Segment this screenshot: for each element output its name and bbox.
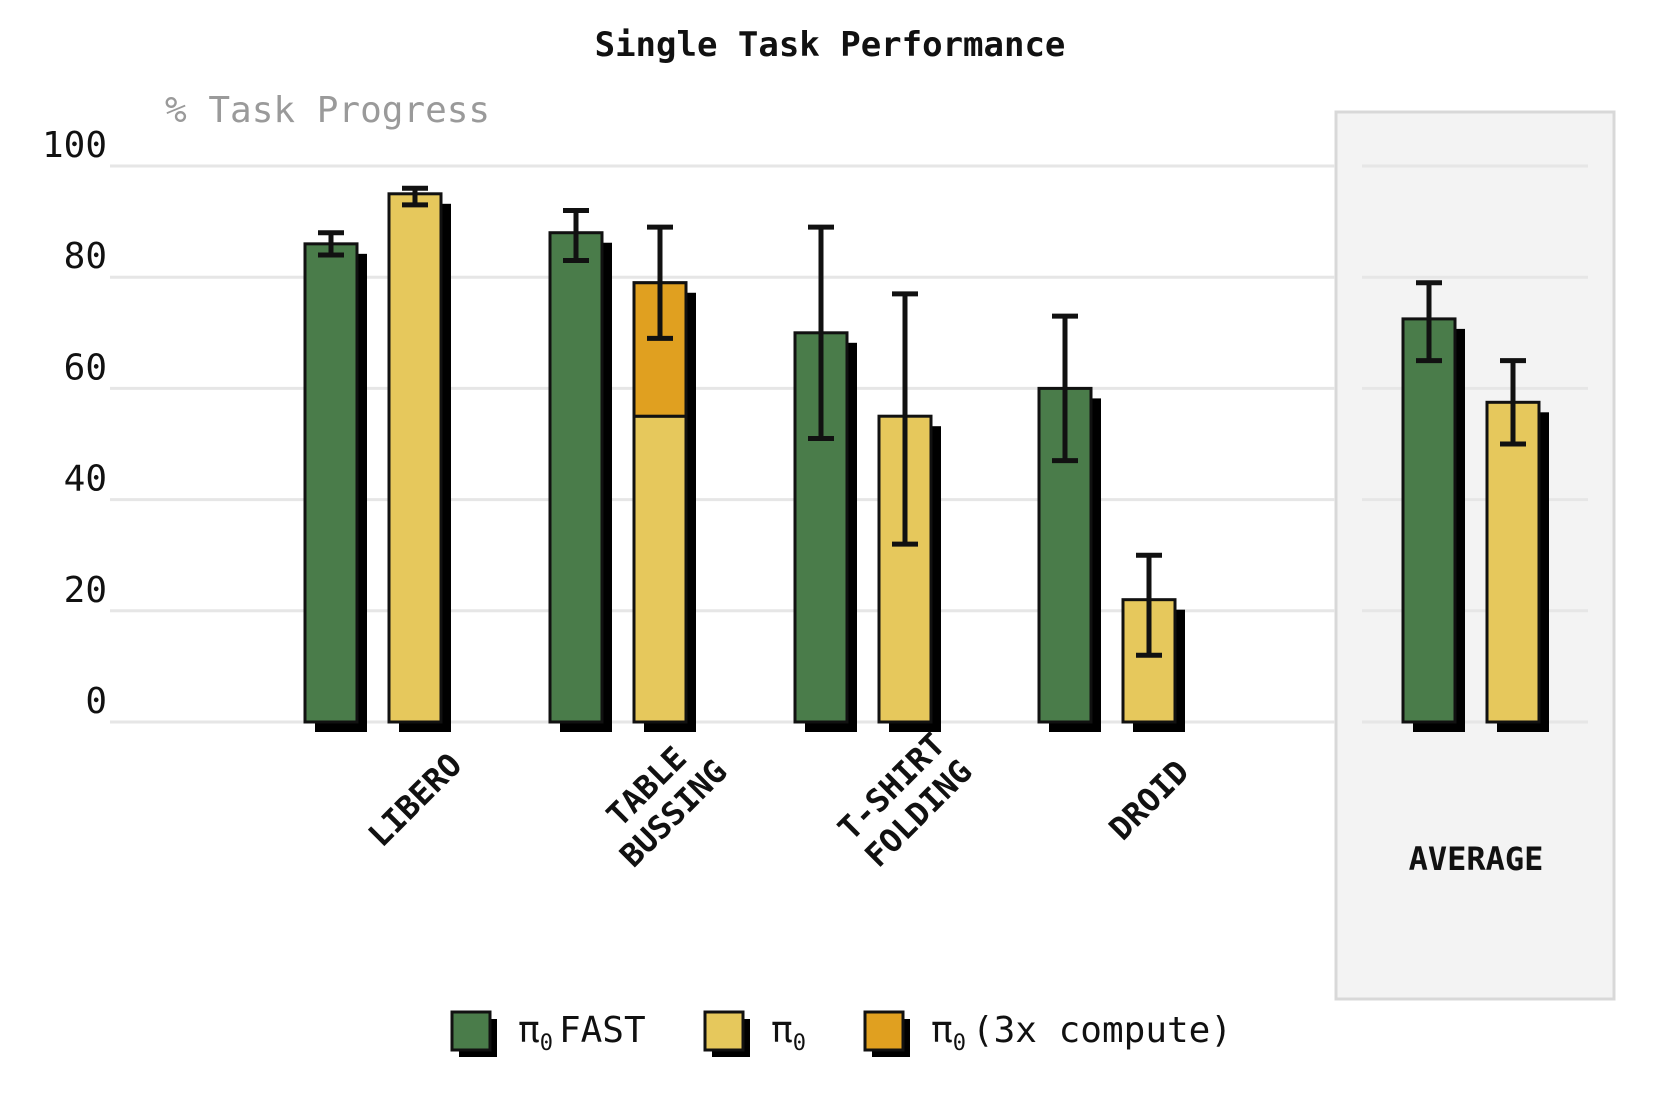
y-tick-label-80: 80 <box>64 236 107 277</box>
bar-fast-0 <box>303 242 359 724</box>
error-bar-average-pi0 <box>1500 358 1526 447</box>
legend-swatch-1 <box>703 1010 745 1052</box>
y-tick-label-0: 0 <box>85 681 107 722</box>
legend-swatch-2 <box>863 1010 905 1052</box>
error-bar-average-fast <box>1416 280 1442 364</box>
legend-label-1: π0 <box>771 1010 806 1056</box>
y-tick-label-20: 20 <box>64 570 107 611</box>
y-tick-label-100: 100 <box>42 125 107 166</box>
bar-pi0-1 <box>632 414 688 724</box>
error-bar-pi0-2 <box>892 291 918 547</box>
y-axis-ticks: 0 20 40 60 80 100 <box>42 125 107 722</box>
error-bar-fast-0 <box>318 230 344 258</box>
error-bar-pi0-3x-1 <box>647 224 673 341</box>
x-tick-label-0: LIBERO <box>361 746 470 855</box>
error-bar-pi0-3 <box>1136 552 1162 658</box>
bar-average-fast <box>1401 317 1457 724</box>
error-bar-fast-3 <box>1052 313 1078 464</box>
x-tick-label-3: DROID <box>1102 753 1197 848</box>
y-tick-label-60: 60 <box>64 347 107 388</box>
y-axis-label: % Task Progress <box>165 90 490 131</box>
legend: π0 FAST π0 π0 (3x compute) <box>450 1010 1232 1057</box>
bar-fast-1 <box>548 231 604 724</box>
error-bar-fast-1 <box>563 207 589 264</box>
legend-swatch-0 <box>450 1010 492 1052</box>
legend-label-2: π0 (3x compute) <box>931 1010 1232 1056</box>
y-tick-label-40: 40 <box>64 459 107 500</box>
x-tick-label-0-line-0: LIBERO <box>361 746 470 855</box>
average-label: AVERAGE <box>1409 840 1544 878</box>
average-panel <box>1334 110 1616 1001</box>
error-bar-pi0-0 <box>402 185 428 208</box>
bar-fast-2 <box>793 331 849 724</box>
x-tick-label-3-line-0: DROID <box>1102 753 1197 848</box>
error-bar-fast-2 <box>808 224 834 441</box>
bar-average-pi0 <box>1485 400 1541 724</box>
chart-title: Single Task Performance <box>595 25 1066 65</box>
bar-pi0-0 <box>387 192 443 724</box>
legend-label-0: π0 FAST <box>518 1010 646 1056</box>
bars <box>303 185 1549 733</box>
